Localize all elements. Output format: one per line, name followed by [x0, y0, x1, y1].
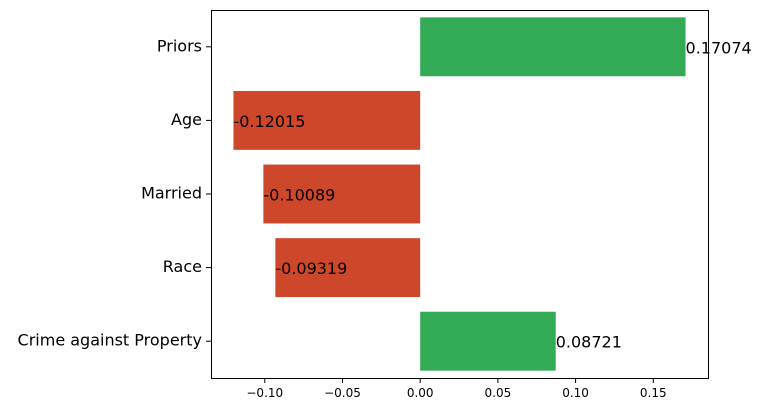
x-tick-label: −0.10: [246, 386, 283, 400]
x-axis: −0.10 −0.05 0.00 0.05 0.10 0.15: [246, 378, 667, 400]
x-tick-label: 0.05: [485, 386, 512, 400]
y-tick-label: Priors: [157, 36, 202, 55]
bar-race: [275, 238, 421, 298]
x-tick-label: −0.05: [324, 386, 361, 400]
value-label: -0.10089: [263, 186, 335, 205]
value-labels-group: 0.17074 -0.12015 -0.10089 -0.09319 0.08721: [233, 38, 751, 351]
value-label: -0.09319: [275, 259, 347, 278]
bar-priors: [420, 17, 686, 77]
plot-frame: [211, 10, 709, 379]
bar-married: [263, 164, 421, 224]
x-tick-label: 0.00: [407, 386, 434, 400]
y-tick-label: Crime against Property: [18, 331, 202, 350]
y-tick-label: Married: [141, 184, 202, 203]
y-tick-label: Race: [163, 257, 202, 276]
value-label: 0.17074: [686, 38, 752, 57]
value-label: 0.08721: [556, 333, 622, 352]
value-label: -0.12015: [233, 112, 305, 131]
bars-group: [233, 17, 686, 371]
bar-crime-against-property: [420, 311, 556, 371]
x-tick-label: 0.15: [640, 386, 667, 400]
bar-age: [233, 90, 421, 150]
x-tick-label: 0.10: [562, 386, 589, 400]
y-axis: Priors Age Married Race Crime against Proper…: [18, 36, 211, 350]
y-tick-label: Age: [171, 110, 202, 129]
